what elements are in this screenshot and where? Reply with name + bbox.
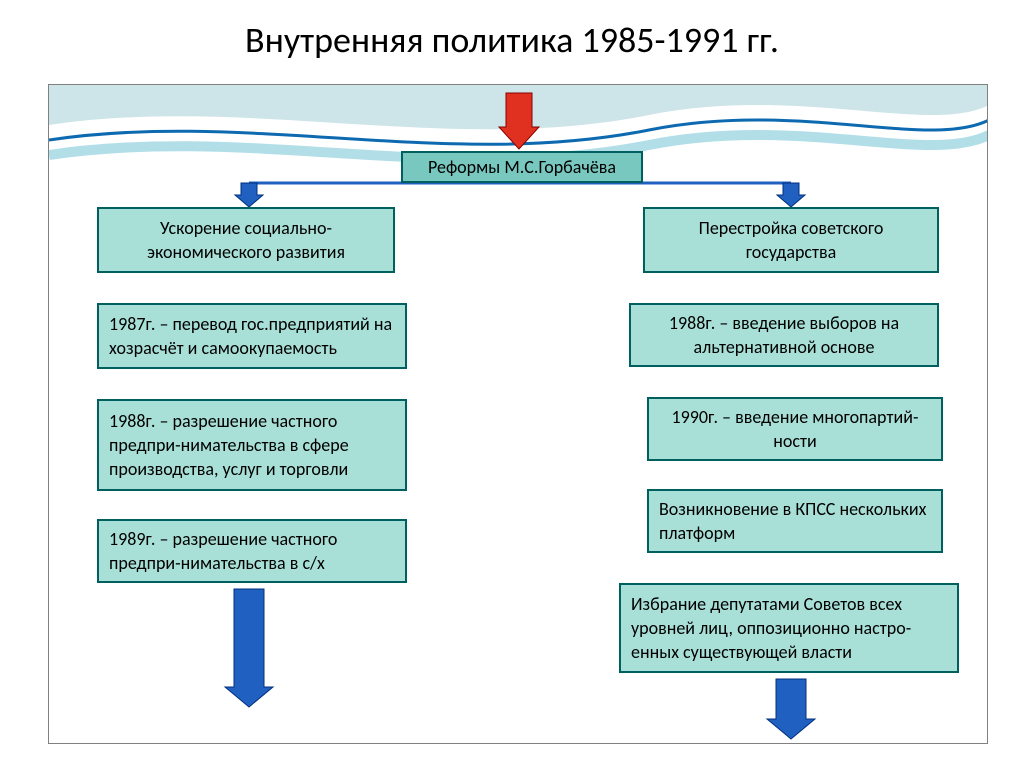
flow-box: 1989г. – разрешение частного предпри-ним… [97,519,407,583]
flow-box: Возникновение в КПСС нескольких платформ [647,489,943,553]
flow-box: 1990г. – введение многопартий-ности [647,397,943,461]
flow-box: Перестройка советского государства [643,207,939,273]
root-box: Реформы М.С.Горбачёва [401,151,643,183]
diagram-canvas: Реформы М.С.ГорбачёваУскорение социально… [48,84,988,744]
flow-box: 1987г. – перевод гос.предприятий на хозр… [97,303,407,369]
flow-box: Избрание депутатами Советов всех уровней… [619,583,959,673]
flow-box: 1988г. – введение выборов на альтернатив… [629,303,939,367]
flow-box: 1988г. – разрешение частного предпри-ним… [97,399,407,491]
flow-box: Ускорение социально-экономического разви… [97,207,395,273]
page-title: Внутренняя политика 1985-1991 гг. [0,0,1024,72]
